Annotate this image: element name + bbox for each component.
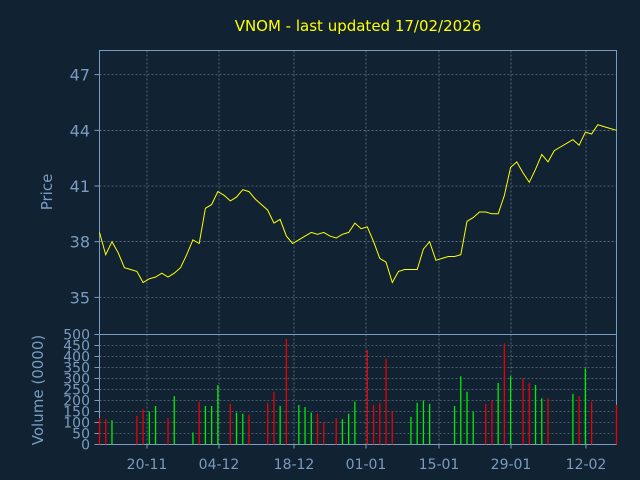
price-tick-label: 47 (70, 66, 90, 85)
date-tick-label: 29-01 (491, 457, 532, 473)
date-tick-label: 12-02 (566, 457, 607, 473)
price-line (99, 124, 617, 284)
volume-tick-label: 450 (63, 339, 90, 355)
price-tick-label: 44 (70, 121, 90, 140)
volume-tick-label: 50 (72, 427, 90, 443)
price-axis: 35 38 41 44 47 (70, 66, 100, 307)
volume-gridlines (99, 334, 617, 445)
volume-bars (98, 338, 618, 445)
price-tick-label: 35 (70, 288, 90, 307)
price-gridlines (99, 50, 617, 335)
price-line-group (99, 124, 617, 284)
volume-tick-label: 350 (63, 361, 90, 377)
date-axis: 20-11 04-12 18-12 01-01 15-01 29-01 12-02 (127, 444, 607, 473)
price-tick-label: 38 (70, 233, 90, 252)
volume-tick-label: 150 (63, 405, 90, 421)
volume-axis-label: Volume (0000) (29, 335, 47, 445)
volume-tick-label: 200 (63, 394, 90, 410)
date-tick-label: 18-12 (274, 457, 315, 473)
date-tick-label: 20-11 (127, 457, 168, 473)
volume-tick-label: 250 (63, 383, 90, 399)
date-tick-label: 15-01 (419, 457, 460, 473)
volume-tick-label: 500 (63, 328, 90, 344)
volume-tick-label: 300 (63, 372, 90, 388)
volume-tick-label: 0 (81, 438, 90, 454)
price-tick-label: 41 (70, 177, 90, 196)
chart-title: VNOM - last updated 17/02/2026 (235, 17, 482, 35)
date-tick-label: 04-12 (199, 457, 240, 473)
date-tick-label: 01-01 (346, 457, 387, 473)
price-axis-label: Price (38, 174, 56, 211)
volume-tick-label: 100 (63, 416, 90, 432)
volume-tick-label: 400 (63, 350, 90, 366)
price-plot-frame (99, 50, 617, 335)
